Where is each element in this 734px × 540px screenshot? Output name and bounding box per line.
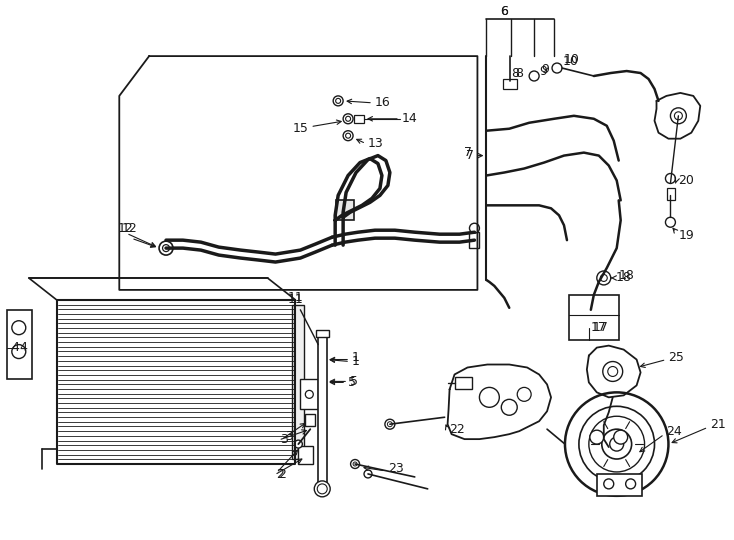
Text: 13: 13 [368, 137, 384, 150]
Circle shape [597, 271, 611, 285]
Text: 25: 25 [669, 351, 684, 364]
Text: 12: 12 [117, 222, 133, 235]
Text: 18: 18 [619, 269, 635, 282]
Text: 17: 17 [593, 321, 608, 334]
Circle shape [479, 387, 499, 407]
Text: 1: 1 [352, 351, 360, 364]
Bar [305, 414, 316, 426]
Text: 19: 19 [678, 228, 694, 242]
Circle shape [314, 481, 330, 497]
Circle shape [625, 479, 636, 489]
Text: 15: 15 [292, 122, 308, 135]
Circle shape [12, 345, 26, 359]
Circle shape [294, 440, 302, 448]
Text: 10: 10 [564, 52, 580, 65]
Text: 17: 17 [591, 321, 607, 334]
Bar [298, 446, 313, 464]
Bar [7, 310, 32, 380]
Circle shape [517, 387, 531, 401]
Circle shape [470, 223, 479, 233]
Bar [504, 79, 517, 89]
Circle shape [333, 96, 343, 106]
Text: 4: 4 [20, 341, 28, 354]
Text: 22: 22 [449, 423, 465, 436]
Bar [354, 115, 364, 123]
Circle shape [385, 419, 395, 429]
Text: 9: 9 [539, 64, 547, 78]
Bar [319, 335, 327, 484]
Circle shape [305, 390, 313, 399]
Text: 23: 23 [388, 462, 404, 476]
Bar [470, 232, 479, 248]
Circle shape [12, 321, 26, 335]
Text: 11: 11 [288, 293, 303, 306]
Text: 12: 12 [121, 222, 137, 235]
Text: 24: 24 [666, 424, 682, 437]
Circle shape [351, 460, 360, 469]
Bar [597, 474, 642, 496]
Text: 4: 4 [12, 341, 20, 354]
Circle shape [353, 462, 357, 466]
Bar [569, 295, 619, 340]
Circle shape [604, 479, 614, 489]
Circle shape [608, 367, 618, 376]
Text: 5: 5 [348, 376, 356, 389]
Circle shape [602, 429, 632, 459]
Circle shape [552, 63, 562, 73]
Circle shape [610, 437, 624, 451]
Text: 18: 18 [616, 272, 631, 285]
Circle shape [388, 422, 393, 427]
Text: 2: 2 [277, 468, 284, 482]
Circle shape [159, 241, 173, 255]
Circle shape [579, 406, 655, 482]
Text: 21: 21 [711, 418, 726, 431]
Circle shape [590, 430, 604, 444]
Text: 20: 20 [678, 174, 694, 187]
Circle shape [343, 114, 353, 124]
Bar [292, 305, 305, 459]
Circle shape [364, 470, 372, 478]
Text: 3: 3 [286, 430, 294, 443]
Text: 9: 9 [541, 63, 549, 76]
Circle shape [565, 393, 669, 496]
Circle shape [675, 112, 683, 120]
Text: 1: 1 [352, 355, 360, 368]
Circle shape [600, 274, 607, 281]
Text: 8: 8 [512, 66, 519, 79]
Circle shape [317, 484, 327, 494]
Text: 11: 11 [288, 292, 303, 305]
Text: 6: 6 [501, 5, 508, 18]
Circle shape [603, 361, 622, 381]
Text: 5: 5 [350, 375, 358, 388]
Circle shape [589, 416, 644, 472]
Circle shape [335, 98, 341, 103]
Circle shape [501, 400, 517, 415]
Text: 2: 2 [278, 468, 286, 482]
Text: 3: 3 [280, 433, 288, 446]
Bar [300, 380, 319, 409]
Bar [454, 377, 473, 389]
Circle shape [346, 116, 351, 122]
Circle shape [614, 430, 628, 444]
Circle shape [343, 131, 353, 140]
Bar [316, 330, 329, 336]
Circle shape [670, 108, 686, 124]
Circle shape [346, 133, 351, 138]
Bar [336, 200, 354, 220]
Text: 14: 14 [401, 112, 418, 125]
Text: 10: 10 [563, 55, 579, 68]
Text: 16: 16 [375, 96, 390, 110]
Circle shape [666, 173, 675, 184]
Circle shape [162, 245, 170, 252]
Bar [667, 188, 675, 200]
Circle shape [666, 217, 675, 227]
Text: 7: 7 [466, 149, 474, 162]
Text: 6: 6 [501, 5, 508, 18]
Text: 8: 8 [515, 66, 523, 79]
Text: 7: 7 [465, 146, 473, 159]
Circle shape [529, 71, 539, 81]
